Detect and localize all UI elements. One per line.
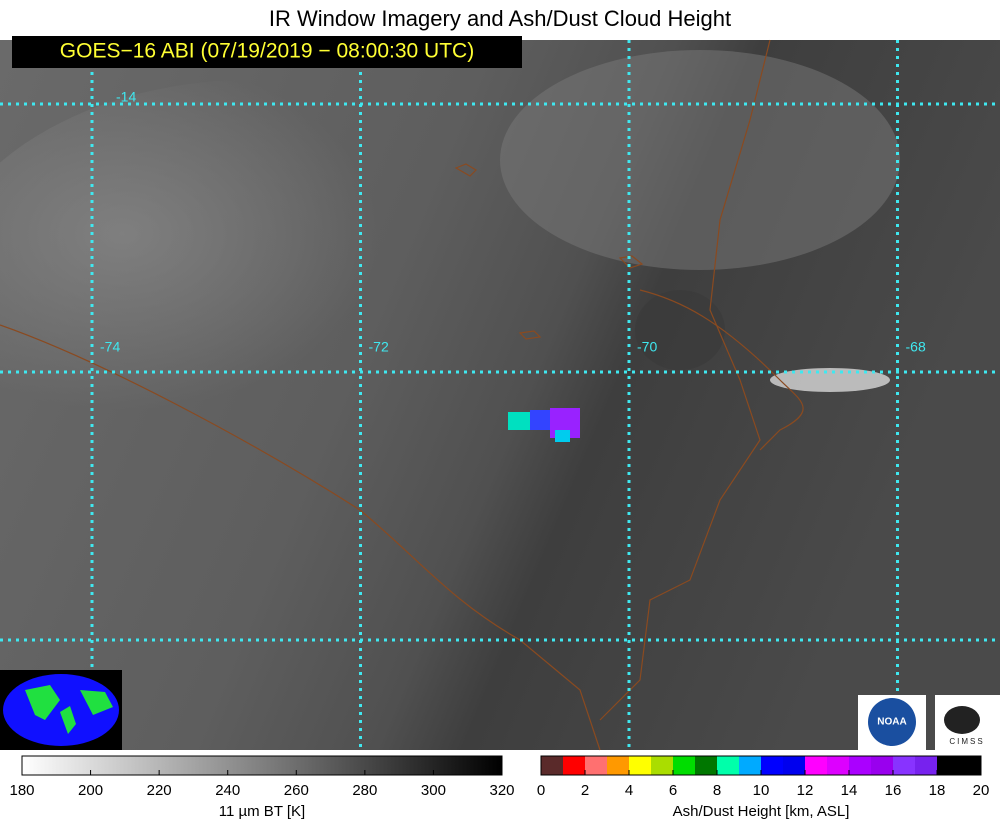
subtitle-box <box>12 36 522 68</box>
colorbar-tick-label: 200 <box>78 782 103 799</box>
lon-label: -68 <box>906 339 926 355</box>
colorbar-tick-label: 220 <box>147 782 172 799</box>
colorbar-tick-label: 4 <box>625 782 633 799</box>
cloud <box>770 368 890 392</box>
colorbar-tick-label: 260 <box>284 782 309 799</box>
colorbar-tick-label: 0 <box>537 782 545 799</box>
colorbar-label: Ash/Dust Height [km, ASL] <box>673 803 850 820</box>
lon-label: -70 <box>637 339 657 355</box>
globe-inset <box>0 670 122 750</box>
colorbar-segment <box>673 756 696 775</box>
title: IR Window Imagery and Ash/Dust Cloud Hei… <box>269 6 731 31</box>
colorbar-segment <box>959 756 982 775</box>
colorbar-segment <box>629 756 652 775</box>
colorbar-segment <box>585 756 608 775</box>
highlands <box>0 80 570 520</box>
subtitle: GOES−16 ABI (07/19/2019 − 08:00:30 UTC) <box>60 40 474 63</box>
colorbar <box>22 756 502 775</box>
colorbar-segment <box>849 756 872 775</box>
colorbar-segment <box>871 756 894 775</box>
lat-label: -14 <box>116 89 136 105</box>
colorbar-tick-label: 12 <box>797 782 814 799</box>
colorbar-tick-label: 6 <box>669 782 677 799</box>
border <box>639 289 804 451</box>
ash-pixel <box>530 410 550 430</box>
logo-text: CIMSS <box>949 737 984 746</box>
colorbar-segment <box>761 756 784 775</box>
colorbar-tick-label: 240 <box>215 782 240 799</box>
colorbar-tick-label: 8 <box>713 782 721 799</box>
colorbar-label: 11 µm BT [K] <box>219 803 305 820</box>
ash-pixel <box>508 412 530 430</box>
colorbar-tick-label: 20 <box>973 782 990 799</box>
lon-label: -72 <box>369 339 389 355</box>
colorbar-segment <box>607 756 630 775</box>
colorbar-tick-label: 14 <box>841 782 858 799</box>
coastline <box>0 324 601 751</box>
colorbar-frame <box>21 755 503 776</box>
ash-plume <box>508 408 580 442</box>
colorbar-tick-label: 320 <box>489 782 514 799</box>
colorbar-segment <box>937 756 960 775</box>
ash-pixel <box>555 430 570 442</box>
colorbar-segment <box>739 756 762 775</box>
logo-text: NOAA <box>877 717 906 728</box>
colorbar-segment <box>695 756 718 775</box>
colorbar-tick-label: 300 <box>421 782 446 799</box>
colorbar-segment <box>827 756 850 775</box>
colorbar-segment <box>717 756 740 775</box>
colorbar-segment <box>563 756 586 775</box>
colorbar-segment <box>893 756 916 775</box>
cimss-logo: CIMSS <box>935 695 1000 750</box>
colorbar-tick-label: 18 <box>929 782 946 799</box>
colorbar-tick-label: 10 <box>753 782 770 799</box>
colorbar-segment <box>541 756 564 775</box>
colorbar-tick-label: 2 <box>581 782 589 799</box>
border <box>599 39 771 721</box>
colorbar-tick-label: 16 <box>885 782 902 799</box>
lon-label: -74 <box>100 339 120 355</box>
colorbar-tick-label: 180 <box>9 782 34 799</box>
highlands <box>500 50 900 270</box>
colorbar-segment <box>915 756 938 775</box>
colorbar-tick-label: 280 <box>352 782 377 799</box>
lake-titicaca <box>635 290 725 370</box>
colorbar-segment <box>651 756 674 775</box>
colorbar-segment <box>805 756 828 775</box>
noaa-logo: NOAA <box>858 695 926 750</box>
colorbar-segment <box>783 756 806 775</box>
